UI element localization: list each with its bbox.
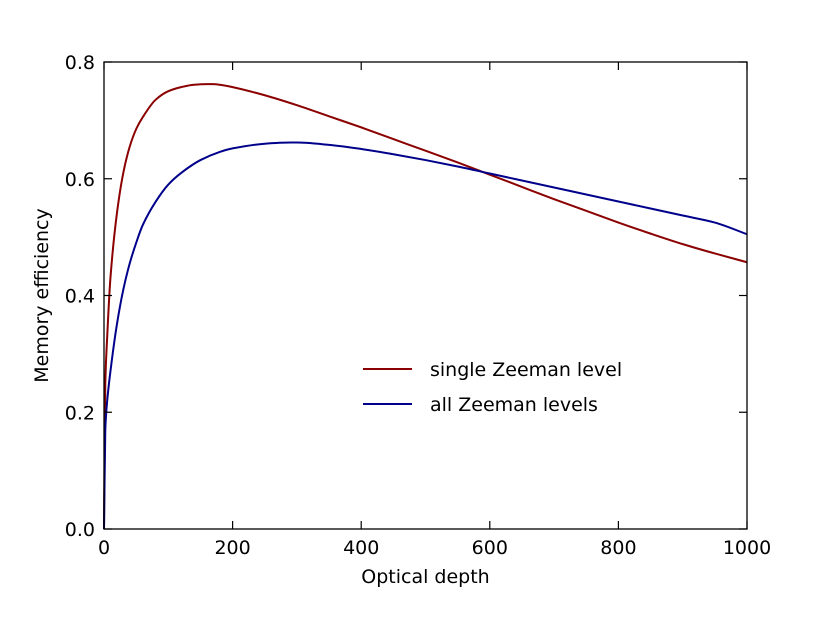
plot-area: 0 200 400 600 800 1000 0.0 0.2 0.4 0.6 0.8 [65,52,771,559]
y-tick-label: 0.4 [65,286,95,308]
legend-label-1: single Zeeman level [430,359,622,381]
series-line-1 [103,83,748,530]
series-line-2 [103,141,748,530]
x-axis-label: Optical depth [361,566,489,588]
series-layer [103,83,748,530]
x-tick-label: 400 [343,537,379,559]
y-tick-label: 0.2 [65,402,95,424]
y-tick-label: 0.6 [65,169,95,191]
x-tick-label: 0 [98,537,110,559]
x-tick-label: 800 [600,537,636,559]
y-tick-label: 0.8 [65,52,95,74]
x-tick-label: 200 [214,537,250,559]
legend: single Zeeman level all Zeeman levels [363,359,622,416]
axes-frame [103,61,748,530]
ticks-layer: 0 200 400 600 800 1000 0.0 0.2 0.4 0.6 0.8 [65,52,771,559]
x-tick-label: 600 [472,537,508,559]
legend-label-2: all Zeeman levels [430,394,598,416]
y-tick-label: 0.0 [65,519,95,541]
x-tick-label: 1000 [723,537,771,559]
y-axis-label: Memory efficiency [31,208,53,383]
